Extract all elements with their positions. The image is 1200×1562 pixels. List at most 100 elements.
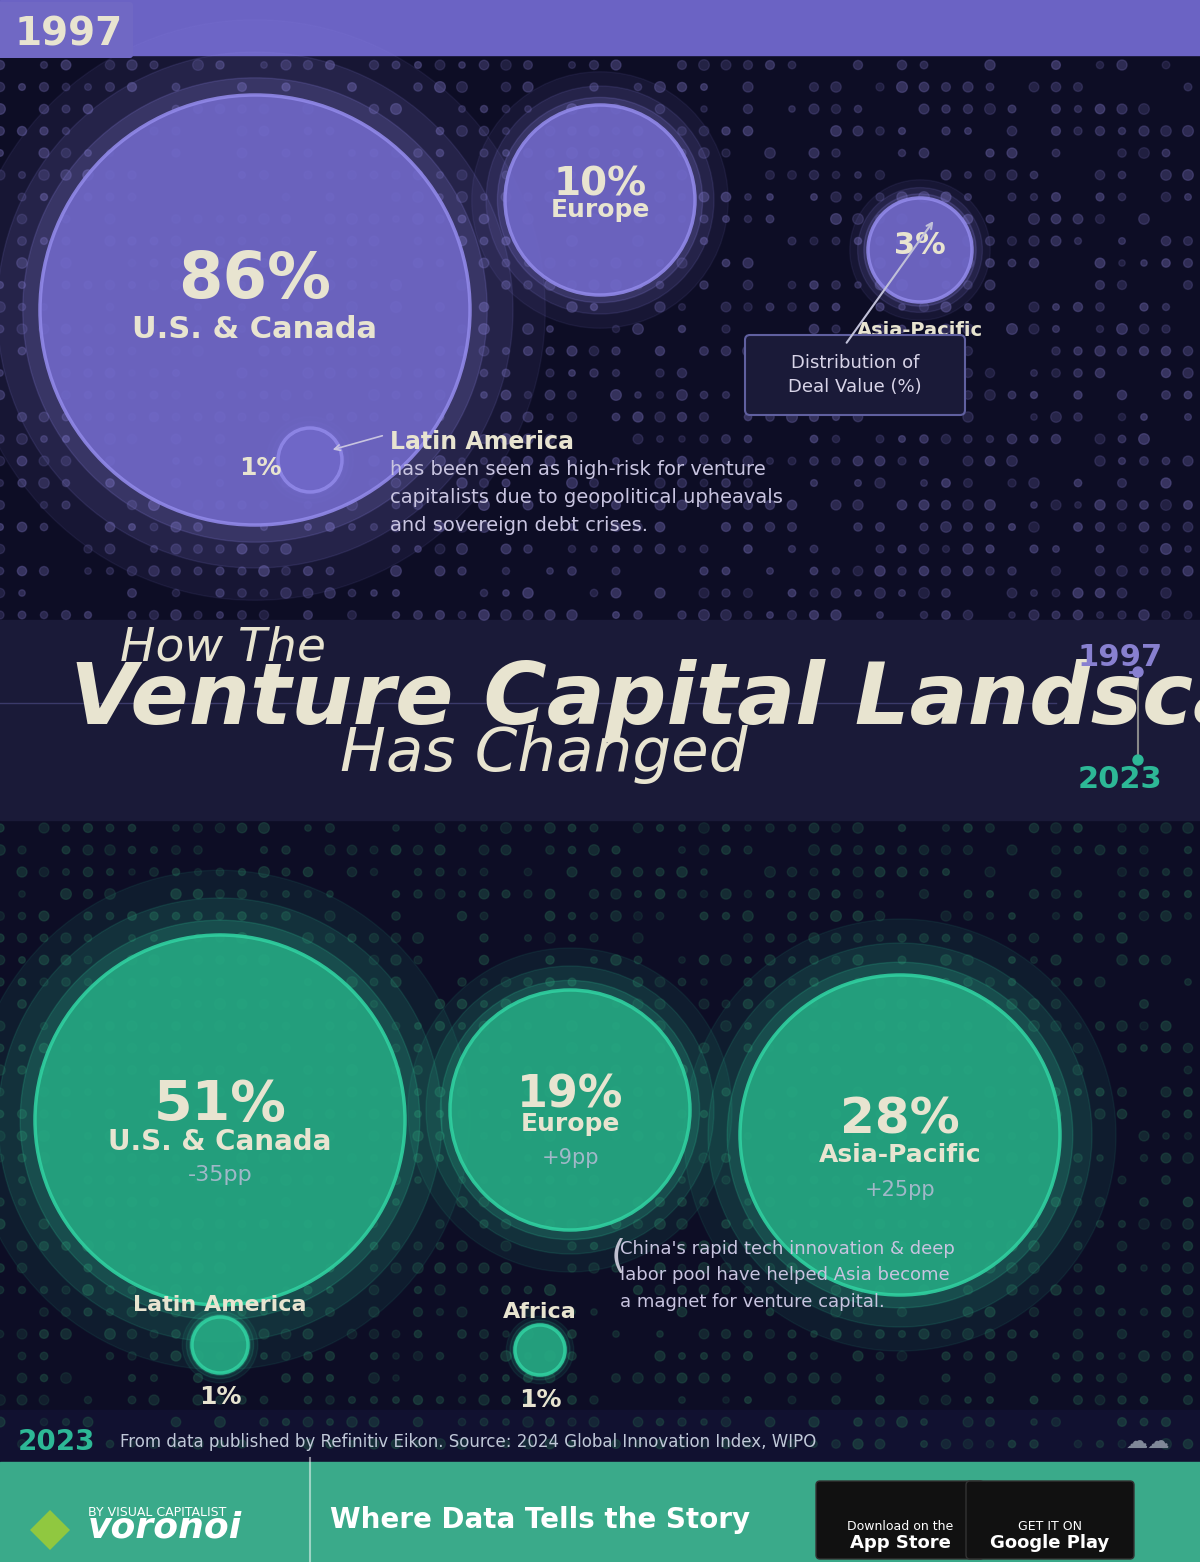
- Circle shape: [150, 611, 158, 620]
- Circle shape: [1118, 1440, 1126, 1448]
- Circle shape: [193, 1065, 203, 1075]
- Circle shape: [503, 150, 509, 156]
- Circle shape: [721, 1264, 731, 1273]
- Circle shape: [1096, 1307, 1104, 1317]
- Circle shape: [634, 867, 643, 876]
- Circle shape: [523, 1373, 533, 1382]
- Circle shape: [325, 61, 335, 69]
- Circle shape: [1096, 105, 1105, 114]
- Circle shape: [722, 1375, 730, 1382]
- Circle shape: [128, 847, 136, 853]
- Circle shape: [546, 1176, 553, 1184]
- Circle shape: [326, 1043, 334, 1053]
- Circle shape: [1074, 912, 1082, 920]
- Circle shape: [612, 128, 619, 134]
- Circle shape: [41, 523, 48, 531]
- Circle shape: [349, 150, 355, 156]
- Circle shape: [107, 1353, 114, 1359]
- Circle shape: [106, 1065, 115, 1075]
- Circle shape: [457, 912, 467, 920]
- Circle shape: [172, 216, 180, 223]
- Circle shape: [1183, 1242, 1193, 1251]
- Circle shape: [1183, 125, 1193, 136]
- Circle shape: [744, 303, 752, 311]
- Circle shape: [853, 823, 863, 833]
- Circle shape: [655, 478, 665, 487]
- Circle shape: [106, 281, 114, 289]
- Circle shape: [722, 567, 730, 575]
- Circle shape: [150, 1265, 157, 1271]
- Circle shape: [810, 1022, 818, 1031]
- Circle shape: [281, 1329, 290, 1339]
- Circle shape: [368, 1196, 379, 1207]
- Circle shape: [1028, 214, 1039, 225]
- Circle shape: [1139, 434, 1150, 444]
- Circle shape: [85, 414, 91, 420]
- Circle shape: [919, 978, 929, 986]
- Circle shape: [282, 194, 289, 200]
- Circle shape: [566, 609, 577, 620]
- Circle shape: [546, 1000, 554, 1007]
- Circle shape: [479, 61, 488, 70]
- Circle shape: [1031, 1089, 1038, 1095]
- Circle shape: [107, 1440, 114, 1448]
- Circle shape: [106, 1242, 115, 1251]
- Circle shape: [0, 127, 5, 136]
- Circle shape: [413, 1131, 424, 1142]
- Circle shape: [1140, 567, 1148, 575]
- Bar: [0, 0, 1200, 55]
- Circle shape: [985, 978, 995, 987]
- Circle shape: [523, 323, 533, 334]
- Circle shape: [371, 1264, 378, 1271]
- Circle shape: [1052, 1087, 1060, 1097]
- Circle shape: [150, 1440, 158, 1448]
- Circle shape: [348, 281, 356, 289]
- Circle shape: [1073, 587, 1082, 598]
- Circle shape: [875, 1242, 884, 1251]
- Circle shape: [149, 565, 160, 576]
- Circle shape: [392, 501, 400, 509]
- Circle shape: [941, 1242, 950, 1251]
- Circle shape: [391, 1176, 401, 1184]
- Circle shape: [1118, 1353, 1126, 1359]
- Circle shape: [259, 611, 269, 620]
- Circle shape: [1160, 1439, 1171, 1450]
- Circle shape: [568, 216, 576, 223]
- Circle shape: [391, 478, 401, 487]
- Circle shape: [985, 1373, 995, 1382]
- Circle shape: [500, 1351, 511, 1361]
- Circle shape: [853, 867, 863, 876]
- Circle shape: [500, 1043, 511, 1053]
- Circle shape: [216, 1111, 224, 1118]
- Circle shape: [634, 912, 642, 920]
- Circle shape: [1052, 303, 1060, 311]
- Circle shape: [260, 62, 268, 69]
- Circle shape: [700, 1440, 709, 1448]
- Circle shape: [436, 1000, 445, 1009]
- Circle shape: [1073, 1065, 1084, 1075]
- Circle shape: [832, 1109, 840, 1118]
- Circle shape: [1118, 823, 1126, 833]
- Circle shape: [1117, 954, 1127, 965]
- Circle shape: [325, 934, 335, 942]
- Circle shape: [1075, 1221, 1081, 1228]
- Circle shape: [480, 237, 487, 245]
- Circle shape: [964, 1439, 973, 1448]
- Circle shape: [106, 1131, 115, 1140]
- Circle shape: [457, 522, 467, 533]
- Circle shape: [1030, 1175, 1039, 1186]
- Circle shape: [1074, 369, 1082, 376]
- Circle shape: [62, 1286, 70, 1293]
- Circle shape: [1160, 823, 1171, 833]
- Circle shape: [876, 214, 884, 223]
- Circle shape: [1118, 523, 1126, 531]
- Circle shape: [611, 1220, 620, 1229]
- Circle shape: [919, 567, 929, 576]
- Circle shape: [919, 500, 929, 509]
- Circle shape: [721, 59, 731, 70]
- Circle shape: [216, 1396, 224, 1404]
- Circle shape: [415, 1023, 421, 1029]
- Circle shape: [239, 1331, 246, 1337]
- Circle shape: [215, 823, 224, 833]
- Circle shape: [415, 1089, 421, 1095]
